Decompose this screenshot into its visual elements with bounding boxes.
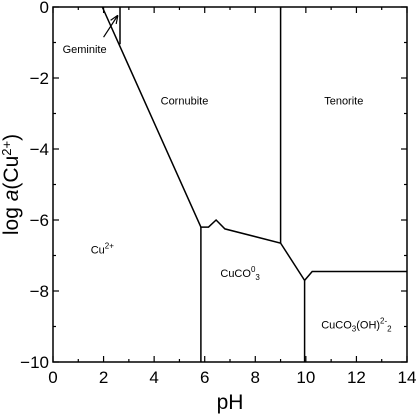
x-tick-label: 2 — [99, 368, 108, 387]
x-tick-label: 4 — [149, 368, 158, 387]
y-tick-label: 0 — [40, 0, 49, 17]
x-tick-label: 10 — [296, 368, 315, 387]
x-tick-label: 8 — [251, 368, 260, 387]
x-axis-label: pH — [217, 391, 244, 414]
region-label-0: Geminite — [63, 44, 107, 56]
plot-frame — [52, 6, 408, 363]
y-tick-label: −2 — [30, 69, 49, 88]
region-label-2: Tenorite — [324, 96, 363, 108]
x-tick-label: 14 — [398, 368, 417, 387]
x-tick-label: 0 — [48, 368, 57, 387]
region-label-1: Cornubite — [161, 96, 209, 108]
y-tick-label: −4 — [30, 140, 49, 159]
region-label-3: Cu2+ — [91, 242, 115, 257]
boundary-cu-cornubite — [101, 6, 407, 282]
x-tick-label: 6 — [200, 368, 209, 387]
y-axis-label: log a(Cu2+) — [0, 134, 23, 235]
x-tick-label: 12 — [347, 368, 366, 387]
region-label-4: CuCO03 — [220, 265, 260, 282]
y-tick-label: −10 — [20, 353, 49, 372]
region-label-5: CuCO3(OH)2-2 — [321, 316, 392, 333]
y-tick-label: −6 — [30, 211, 49, 230]
y-tick-label: −8 — [30, 282, 49, 301]
geminite-arrow — [103, 16, 118, 38]
